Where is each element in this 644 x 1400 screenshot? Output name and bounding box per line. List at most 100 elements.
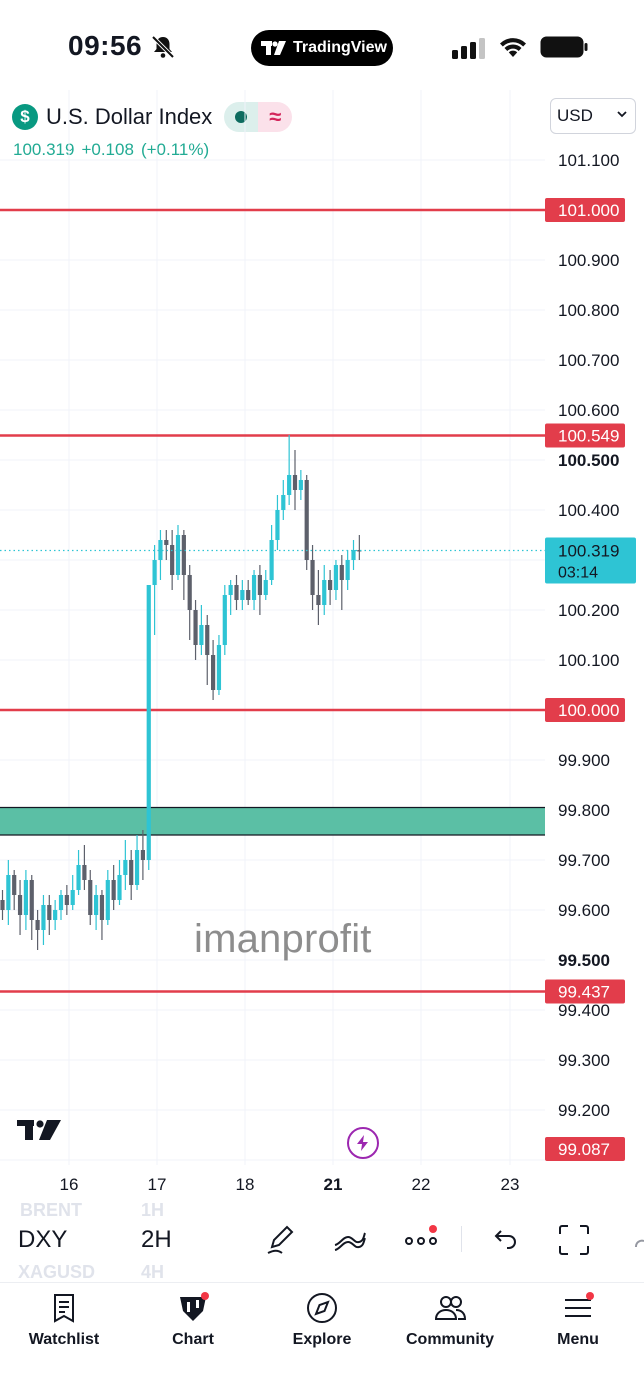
candle-body [111, 880, 116, 900]
candle-body [0, 900, 5, 910]
price-change: +0.108 [81, 140, 134, 159]
price-tick: 100.800 [558, 301, 619, 320]
candle-body [339, 565, 344, 580]
candle-body [240, 590, 245, 600]
next-symbol[interactable]: XAGUSD [18, 1262, 96, 1282]
price-change-percent: (+0.11%) [140, 140, 210, 159]
candle-body [251, 575, 257, 600]
nav-community-label: Community [406, 1331, 494, 1348]
compass-icon [307, 1293, 337, 1323]
candle-body [357, 550, 362, 552]
currency-select[interactable]: USD [550, 98, 636, 134]
candle-body [322, 580, 327, 605]
price-tick: 99.700 [558, 851, 610, 870]
interval-picker[interactable]: 2H [141, 1226, 172, 1253]
prev-symbol[interactable]: BRENT [20, 1200, 82, 1220]
candle-body [269, 540, 274, 580]
currency-value: USD [557, 106, 593, 125]
price-tick: 99.600 [558, 901, 610, 920]
candle-body [345, 560, 350, 580]
prev-interval[interactable]: 1H [141, 1200, 165, 1220]
price-axis[interactable]: 101.100 100.900 100.800 100.700 100.600 100.4… [545, 151, 636, 1161]
nav-watchlist-label: Watchlist [28, 1331, 100, 1348]
grid [0, 90, 545, 1165]
price-tick: 99.900 [558, 751, 610, 770]
candle-body [199, 625, 204, 645]
more-tools-icon[interactable] [628, 1223, 644, 1257]
candle-body [6, 875, 11, 910]
menu-icon [565, 1292, 594, 1317]
undo-icon[interactable] [488, 1223, 522, 1257]
candle-body [298, 480, 303, 490]
candle-body [193, 610, 198, 645]
bottom-nav: Watchlist Chart Explore Community Me [0, 1282, 644, 1400]
candle-body [170, 545, 175, 575]
market-status-pills[interactable]: ≈ [224, 102, 293, 132]
candle-body [88, 880, 93, 915]
trend-tools-icon[interactable] [333, 1223, 367, 1257]
price-tick: 99.400 [558, 1001, 610, 1020]
price-tick: 100.200 [558, 601, 619, 620]
dynamic-island[interactable]: TradingView [251, 30, 393, 66]
tradingview-logo-icon[interactable] [17, 1118, 63, 1142]
price-tick-bold: 99.500 [558, 951, 610, 970]
next-interval[interactable]: 4H [141, 1262, 165, 1282]
candle-body [140, 850, 145, 860]
price-tick: 100.900 [558, 251, 619, 270]
candles [0, 435, 362, 950]
level-label-text: 100.549 [558, 427, 619, 446]
nav-menu[interactable]: Menu [514, 1283, 642, 1363]
symbol-title[interactable]: U.S. Dollar Index [46, 104, 213, 129]
symbol-picker[interactable]: DXY [18, 1226, 68, 1253]
market-open-icon[interactable] [224, 102, 259, 132]
candle-body [123, 860, 128, 875]
candle-body [82, 865, 87, 880]
fullscreen-icon[interactable] [557, 1223, 591, 1257]
more-icon[interactable] [404, 1223, 438, 1257]
chevron-down-icon [617, 111, 627, 118]
candle-body [64, 895, 69, 905]
status-bar: 09:56 TradingView [0, 0, 644, 96]
watermark: imanprofit [194, 917, 372, 961]
time-axis[interactable]: 16 17 18 21 22 23 [60, 1175, 520, 1194]
chart-icon [180, 1292, 209, 1321]
price-chart[interactable]: 101.100 100.900 100.800 100.700 100.600 100.4… [0, 90, 644, 1196]
price-tick: 100.700 [558, 351, 619, 370]
candle-body [94, 895, 99, 915]
nav-explore[interactable]: Explore [258, 1283, 386, 1363]
nav-explore-label: Explore [292, 1331, 352, 1348]
nav-community[interactable]: Community [386, 1283, 514, 1363]
bolt-icon[interactable] [347, 1127, 379, 1159]
candle-body [246, 590, 251, 600]
price-tick: 99.300 [558, 1051, 610, 1070]
candle-body [257, 575, 262, 595]
candle-body [228, 585, 233, 595]
candle-body [316, 595, 321, 605]
delayed-data-icon[interactable]: ≈ [258, 102, 293, 132]
time-tick: 22 [412, 1175, 431, 1194]
price-tick: 100.600 [558, 401, 619, 420]
candle-body [17, 895, 23, 915]
candle-body [164, 540, 169, 545]
candle-body [181, 535, 186, 575]
last-price-label-text: 100.319 [558, 542, 619, 561]
nav-watchlist[interactable]: Watchlist [0, 1283, 128, 1363]
candle-body [146, 585, 151, 860]
toolbar-separator [461, 1226, 462, 1252]
candle-body [263, 580, 268, 595]
candle-body [99, 895, 105, 920]
level-label-box [545, 198, 625, 222]
wifi-icon [500, 38, 526, 57]
battery-icon [540, 36, 588, 58]
price-tick: 100.100 [558, 651, 619, 670]
candle-body [70, 890, 75, 905]
silent-bell-icon [151, 35, 175, 59]
price-tick: 99.200 [558, 1101, 610, 1120]
nav-chart[interactable]: Chart [129, 1283, 257, 1363]
candle-body [35, 920, 40, 930]
horizontal-levels[interactable] [0, 208, 545, 993]
symbol-header[interactable]: $ U.S. Dollar Index ≈ [12, 100, 293, 134]
price-tick: 100.400 [558, 501, 619, 520]
support-zone [0, 806, 545, 836]
pen-icon[interactable] [264, 1223, 298, 1257]
